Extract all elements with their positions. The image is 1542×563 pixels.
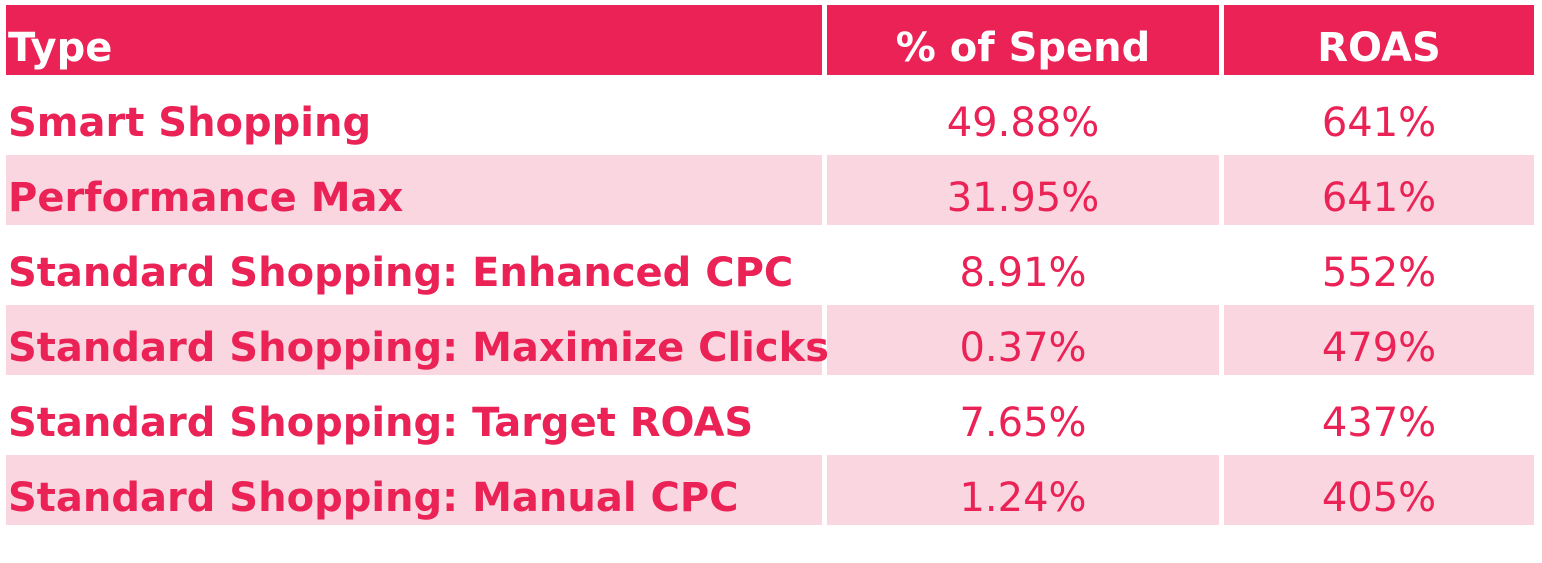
row-roas-value: 405% xyxy=(1224,455,1534,525)
performance-table: Type % of Spend ROAS Smart Shopping 49.8… xyxy=(6,5,1534,530)
row-type-label: Standard Shopping: Enhanced CPC xyxy=(8,250,794,296)
row-roas-value: 641% xyxy=(1321,100,1437,146)
row-spend-value: 1.24% xyxy=(827,455,1219,525)
row-spend-value: 49.88% xyxy=(946,100,1100,146)
row-roas-value: 437% xyxy=(1321,400,1437,446)
row-spend-value: 31.95% xyxy=(827,155,1219,225)
row-type-label: Standard Shopping: Target ROAS xyxy=(8,400,754,446)
table-header-row: Type % of Spend ROAS xyxy=(6,5,1534,75)
column-header-roas: ROAS xyxy=(1224,5,1534,75)
row-type-label: Standard Shopping: Maximize Clicks xyxy=(6,305,829,375)
row-spend-value: 7.65% xyxy=(959,400,1087,446)
table-row: Smart Shopping 49.88% 641% xyxy=(6,80,1534,150)
row-roas-value: 479% xyxy=(1224,305,1534,375)
row-roas-value: 552% xyxy=(1321,250,1437,296)
row-type-label: Performance Max xyxy=(6,155,822,225)
row-roas-value: 641% xyxy=(1224,155,1534,225)
row-type-label: Smart Shopping xyxy=(8,100,372,146)
row-spend-value: 8.91% xyxy=(959,250,1087,296)
table-row: Standard Shopping: Enhanced CPC 8.91% 55… xyxy=(6,230,1534,300)
column-header-spend: % of Spend xyxy=(827,5,1219,75)
row-type-label: Standard Shopping: Manual CPC xyxy=(6,455,822,525)
table-row: Performance Max 31.95% 641% xyxy=(6,155,1534,225)
table-row: Standard Shopping: Target ROAS 7.65% 437… xyxy=(6,380,1534,450)
table-row: Standard Shopping: Manual CPC 1.24% 405% xyxy=(6,455,1534,525)
column-header-type: Type xyxy=(6,5,822,75)
table-row: Standard Shopping: Maximize Clicks 0.37%… xyxy=(6,305,1534,375)
row-spend-value: 0.37% xyxy=(827,305,1219,375)
